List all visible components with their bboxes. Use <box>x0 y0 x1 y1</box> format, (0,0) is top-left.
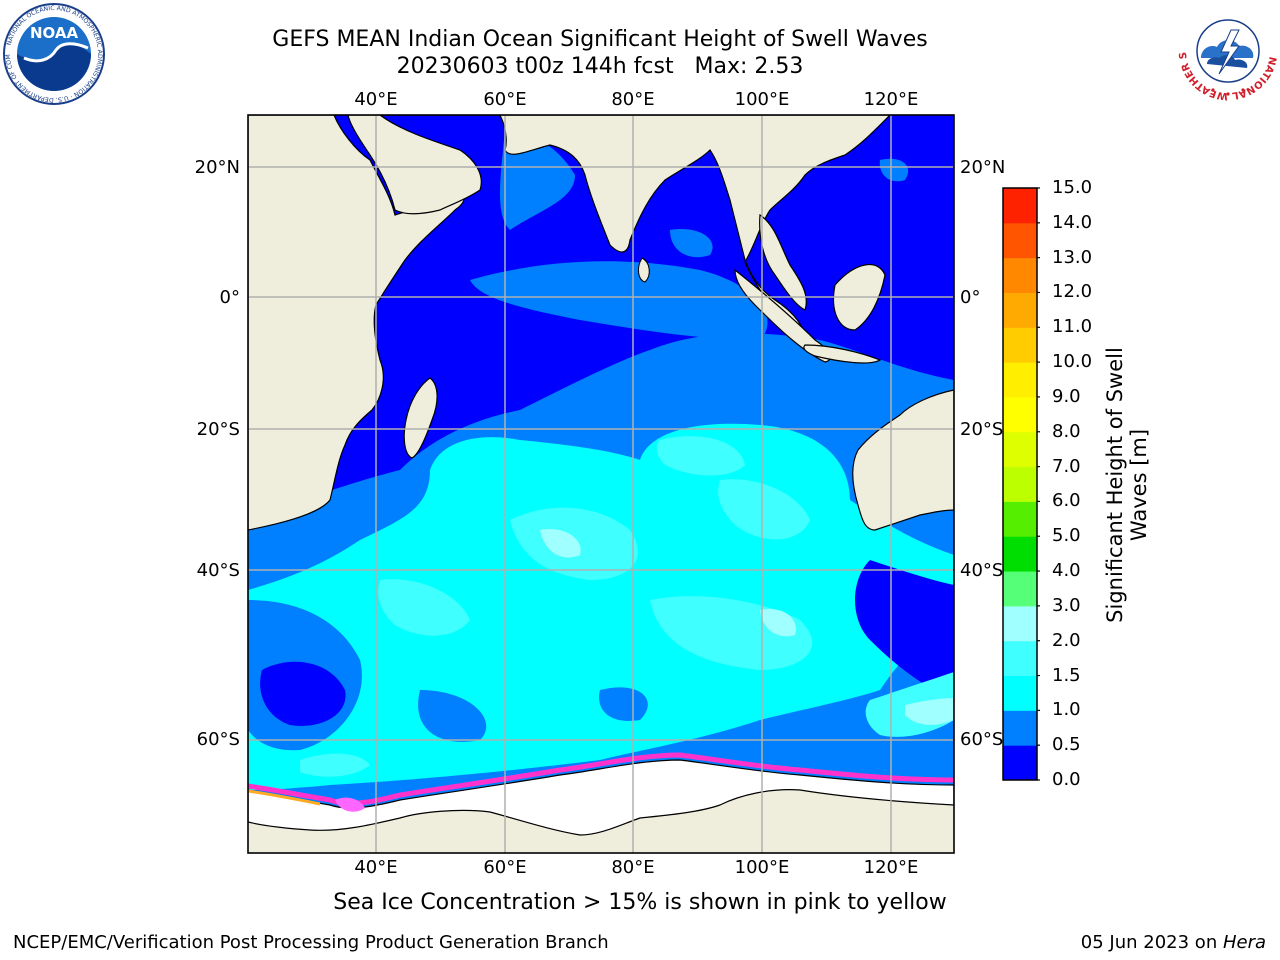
colorbar-title: Significant Height of Swell Waves [m] <box>1103 325 1151 645</box>
colorbar-segment <box>1003 571 1037 607</box>
lon-label-top-120e: 120°E <box>863 89 919 110</box>
colorbar-tick-label: 10.0 <box>1052 351 1093 373</box>
lon-label-bottom-60e: 60°E <box>483 857 527 878</box>
colorbar-segment <box>1003 292 1037 328</box>
lon-label-bottom-120e: 120°E <box>863 857 919 878</box>
colorbar <box>1002 187 1040 781</box>
map-frame <box>247 114 955 854</box>
colorbar-title-line1: Significant Height of Swell <box>1103 347 1127 623</box>
chart-subtitle: 20230603 t00z 144h fcst Max: 2.53 <box>396 54 804 79</box>
chart-title: GEFS MEAN Indian Ocean Significant Heigh… <box>272 27 928 52</box>
land-australia <box>852 389 954 531</box>
lat-label-right-20n: 20°N <box>960 157 1006 178</box>
land-arabia-asia <box>347 115 891 337</box>
lon-label-bottom-80e: 80°E <box>611 857 655 878</box>
colorbar-tick-label: 13.0 <box>1052 246 1093 268</box>
swell-band-0.5-1.0-south <box>248 600 954 751</box>
lon-label-top-80e: 80°E <box>611 89 655 110</box>
colorbar-tick-label: 11.0 <box>1052 316 1093 338</box>
sea-ice-caption: Sea Ice Concentration > 15% is shown in … <box>333 890 947 915</box>
lon-label-top-60e: 60°E <box>483 89 527 110</box>
colorbar-frame <box>1002 187 1038 781</box>
lat-label-left-40s: 40°S <box>196 560 240 581</box>
lat-label-right-0: 0° <box>960 287 981 308</box>
noaa-logo: NATIONAL OCEANIC AND ATMOSPHERIC ADMINIS… <box>2 2 105 105</box>
lat-label-left-0: 0° <box>219 287 240 308</box>
sea-ice-edge-yellow <box>248 789 321 806</box>
lat-label-right-60s: 60°S <box>960 729 1004 750</box>
footer-date-text: 05 Jun 2023 on <box>1080 932 1223 953</box>
colorbar-tick-label: 0.5 <box>1052 734 1081 756</box>
lat-label-right-20s: 20°S <box>960 419 1004 440</box>
swell-band-1.5-2.0 <box>300 436 954 777</box>
footer-host: Hera <box>1222 932 1266 953</box>
colorbar-tick-label: 0.0 <box>1052 769 1081 790</box>
lon-label-bottom-100e: 100°E <box>734 857 790 878</box>
land-madagascar <box>403 377 438 459</box>
colorbar-tick-label: 7.0 <box>1052 455 1081 477</box>
sea-ice-patch <box>335 797 365 812</box>
colorbar-tick-label: 2.0 <box>1052 629 1081 651</box>
colorbar-segment <box>1003 327 1037 363</box>
land-africa <box>248 115 465 531</box>
colorbar-tick-label: 15.0 <box>1052 177 1093 198</box>
lon-label-bottom-40e: 40°E <box>354 857 398 878</box>
lon-label-top-40e: 40°E <box>354 89 398 110</box>
colorbar-tick-label: 3.0 <box>1052 594 1081 616</box>
map-gridlines <box>248 115 954 853</box>
colorbar-segment <box>1003 431 1037 468</box>
land-indochina <box>759 213 807 311</box>
colorbar-title-line2: Waves [m] <box>1127 428 1151 542</box>
sea-ice-edge <box>248 752 954 806</box>
colorbar-tick-label: 9.0 <box>1052 385 1081 407</box>
colorbar-segment <box>1003 188 1037 224</box>
colorbar-segment <box>1003 396 1037 433</box>
colorbar-segment <box>1003 640 1037 677</box>
colorbar-segment <box>1003 710 1037 746</box>
colorbar-segment <box>1003 466 1037 502</box>
swell-band-0-0.5-south <box>260 560 954 726</box>
land-java <box>803 344 882 364</box>
colorbar-segment <box>1003 362 1037 398</box>
colorbar-tick-label: 1.0 <box>1052 699 1081 721</box>
land-sumatra <box>734 268 831 363</box>
colorbar-segment <box>1003 745 1037 781</box>
colorbar-segment <box>1003 257 1037 293</box>
colorbar-segment <box>1003 675 1037 711</box>
colorbar-segment <box>1003 605 1037 642</box>
colorbar-tick-label: 6.0 <box>1052 490 1081 512</box>
colorbar-tick-label: 1.5 <box>1052 664 1081 686</box>
lat-label-left-20s: 20°S <box>196 419 240 440</box>
colorbar-tick-label: 12.0 <box>1052 281 1093 303</box>
land-sri-lanka <box>637 257 650 283</box>
lon-label-top-100e: 100°E <box>734 89 790 110</box>
lat-label-left-20n: 20°N <box>194 157 240 178</box>
colorbar-segment <box>1003 222 1037 259</box>
colorbar-segment <box>1003 501 1037 537</box>
lat-label-right-40s: 40°S <box>960 560 1004 581</box>
colorbar-tick-label: 5.0 <box>1052 525 1081 547</box>
colorbar-tick-label: 14.0 <box>1052 211 1093 233</box>
colorbar-tick-label: 8.0 <box>1052 420 1081 442</box>
lat-label-left-60s: 60°S <box>196 729 240 750</box>
colorbar-tick-label: 4.0 <box>1052 560 1081 582</box>
nws-logo: NATIONAL WEATHER SERVICE <box>1177 0 1278 101</box>
swell-band-2.0-3.0 <box>540 529 954 725</box>
sea-ice <box>248 759 954 836</box>
svg-text:NOAA: NOAA <box>30 24 79 42</box>
colorbar-segment <box>1003 536 1037 572</box>
footer-credit: NCEP/EMC/Verification Post Processing Pr… <box>13 932 609 953</box>
footer-date: 05 Jun 2023 on Hera <box>1081 932 1266 953</box>
